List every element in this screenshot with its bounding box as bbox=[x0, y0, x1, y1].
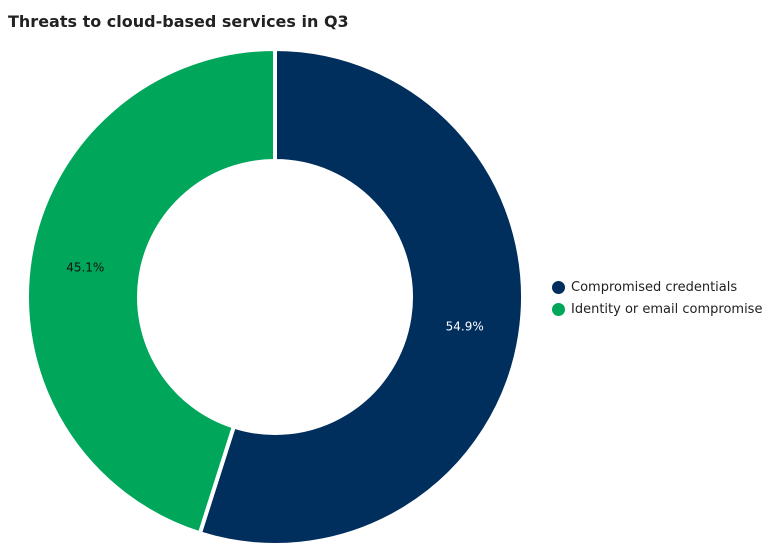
legend-item-identity-email-compromise[interactable]: Identity or email compromise bbox=[552, 298, 762, 320]
legend-swatch bbox=[552, 302, 565, 316]
legend-item-compromised-credentials[interactable]: Compromised credentials bbox=[552, 276, 762, 298]
legend-label: Compromised credentials bbox=[571, 279, 738, 295]
donut-slice[interactable] bbox=[197, 46, 525, 547]
donut-slice[interactable] bbox=[25, 46, 277, 536]
legend-label: Identity or email compromise bbox=[571, 301, 763, 317]
legend-swatch bbox=[552, 280, 565, 294]
legend: Compromised credentials Identity or emai… bbox=[552, 276, 762, 320]
slice-data-label: 54.9% bbox=[446, 319, 484, 333]
chart-title: Threats to cloud-based services in Q3 bbox=[8, 12, 349, 31]
slice-data-label: 45.1% bbox=[66, 261, 104, 275]
